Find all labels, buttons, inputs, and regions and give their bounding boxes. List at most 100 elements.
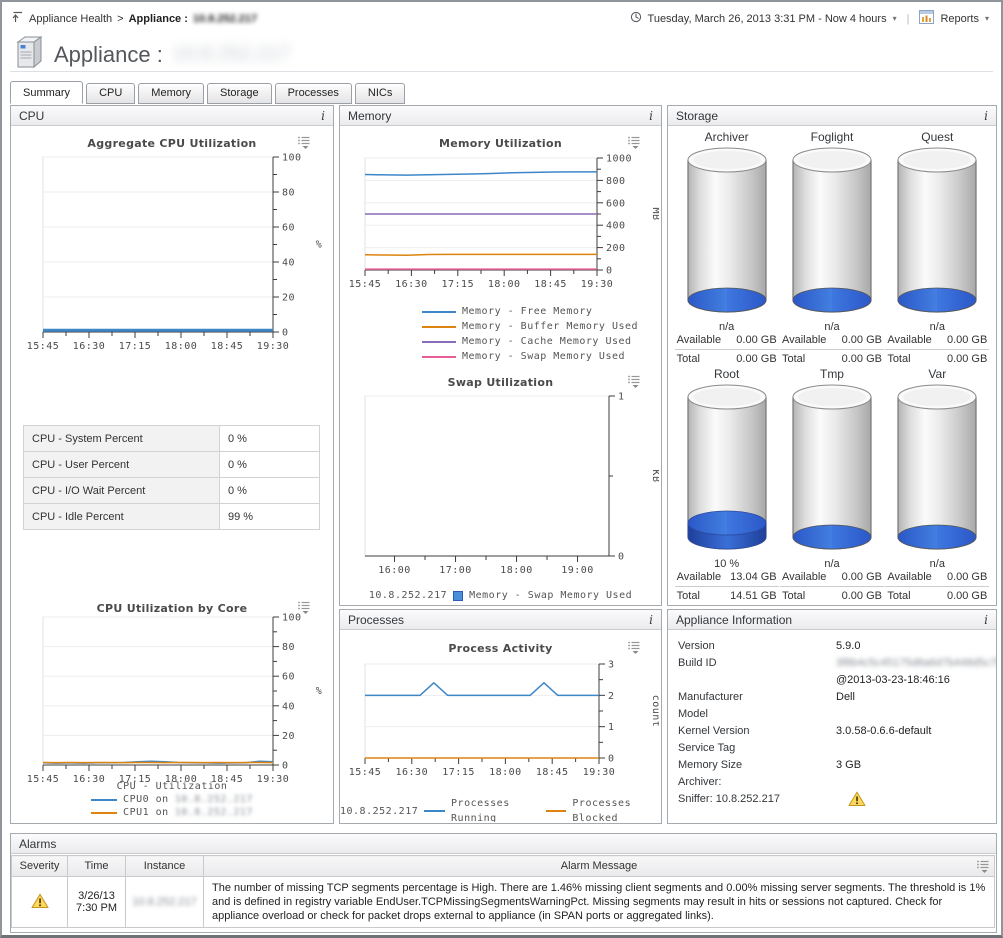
- metric-label: CPU - Idle Percent: [23, 503, 220, 530]
- col-instance[interactable]: Instance: [125, 855, 204, 877]
- svg-text:1000: 1000: [606, 154, 632, 165]
- svg-text:17:15: 17:15: [119, 341, 152, 352]
- available-label: Available: [781, 571, 827, 583]
- svg-text:17:15: 17:15: [441, 279, 474, 290]
- chart-menu-icon[interactable]: [976, 859, 990, 874]
- chart-menu-icon[interactable]: [627, 374, 641, 389]
- svg-text:%: %: [316, 240, 323, 251]
- svg-text:40: 40: [282, 258, 295, 269]
- breadcrumb-separator: >: [117, 12, 124, 25]
- memory-utilization-chart-title: Memory Utilization: [439, 137, 562, 150]
- appliance-info-icon[interactable]: i: [984, 612, 988, 627]
- reports-caret-icon[interactable]: ▾: [984, 14, 989, 23]
- svg-text:100: 100: [282, 153, 302, 164]
- svg-text:600: 600: [606, 198, 626, 209]
- memory-info-icon[interactable]: i: [649, 108, 653, 123]
- appliance-info-list: Version 5.9.0 Build ID 3f8b4c5c45175d8a6d…: [668, 630, 996, 821]
- col-time[interactable]: Time: [67, 855, 126, 877]
- swap-legend: 10.8.252.217 Memory - Swap Memory Used: [340, 588, 661, 603]
- col-alarm-message[interactable]: Alarm Message: [203, 855, 995, 877]
- disk-status: n/a: [824, 558, 840, 570]
- svg-text:17:15: 17:15: [442, 767, 475, 778]
- cylinder-gauge: [780, 146, 884, 320]
- svg-text:80: 80: [282, 188, 295, 199]
- header-divider-line: [10, 71, 993, 72]
- svg-text:0: 0: [282, 761, 289, 772]
- disk-name: Var: [928, 367, 947, 381]
- svg-text:19:30: 19:30: [581, 279, 614, 290]
- legend-item: Memory - Swap Memory Used: [422, 349, 638, 364]
- appliance-info-title: Appliance Information: [676, 612, 793, 627]
- cpu-info-icon[interactable]: i: [321, 108, 325, 123]
- svg-text:16:30: 16:30: [395, 279, 428, 290]
- total-value: 0.00 GB: [946, 353, 988, 365]
- breadcrumb-current-host-redacted: 10.8.252.217: [192, 12, 258, 25]
- metric-label: CPU - User Percent: [23, 451, 220, 478]
- svg-text:19:30: 19:30: [583, 767, 616, 778]
- processes-panel: Processes i Process Activity 0 1 2 3 15:45 16…: [339, 609, 662, 824]
- instance-redacted: 10.8.252.217: [132, 896, 197, 908]
- total-value: 0.00 GB: [946, 590, 988, 602]
- total-label: Total: [676, 353, 700, 365]
- svg-text:count: count: [650, 695, 659, 728]
- chart-menu-icon[interactable]: [627, 640, 641, 655]
- free-memory-swatch: [422, 310, 456, 313]
- alarms-panel-header: Alarms: [11, 834, 996, 854]
- cpu0-line-swatch: [91, 798, 118, 801]
- cylinder-gauge: [885, 146, 989, 320]
- alarm-row[interactable]: 3/26/13 7:30 PM 10.8.252.217 The number o…: [11, 876, 995, 928]
- alarm-severity-cell: [11, 876, 68, 928]
- info-label: Kernel Version: [678, 725, 750, 737]
- disk-name: Foglight: [810, 130, 854, 144]
- chart-menu-icon[interactable]: [297, 135, 311, 150]
- reports-button[interactable]: Reports: [940, 12, 979, 25]
- svg-text:100: 100: [282, 613, 302, 624]
- buffer-memory-swatch: [422, 325, 456, 328]
- processes-info-icon[interactable]: i: [649, 612, 653, 627]
- tab-summary[interactable]: Summary: [10, 81, 84, 104]
- svg-text:18:00: 18:00: [165, 774, 198, 785]
- aggregate-cpu-chart: 0 20 40 60 80 100 15:45 16:30 17:15 18:00 18:45 19:…: [13, 153, 331, 367]
- breadcrumb-appliance-health[interactable]: Appliance Health: [29, 12, 113, 25]
- legend-label: Memory - Swap Memory Used: [469, 590, 633, 601]
- svg-text:0: 0: [282, 328, 289, 339]
- tab-memory[interactable]: Memory: [138, 83, 205, 104]
- tab-storage[interactable]: Storage: [207, 83, 272, 104]
- tab-cpu[interactable]: CPU: [86, 83, 136, 104]
- tab-nics[interactable]: NICs: [354, 83, 406, 104]
- total-value: 14.51 GB: [730, 590, 777, 602]
- alarm-instance-cell: 10.8.252.217: [125, 876, 204, 928]
- svg-text:20: 20: [282, 293, 295, 304]
- legend-label: Processes Blocked: [572, 798, 632, 822]
- time-range-selector[interactable]: Tuesday, March 26, 2013 3:31 PM - Now 4 …: [647, 12, 887, 25]
- tab-processes[interactable]: Processes: [274, 83, 352, 104]
- cylinder-gauge: [780, 383, 884, 557]
- disk-status: 10 %: [714, 558, 740, 570]
- memory-panel-header: Memory i: [340, 106, 661, 126]
- svg-text:1: 1: [608, 722, 615, 733]
- svg-text:40: 40: [282, 701, 295, 712]
- warning-icon: [31, 893, 49, 912]
- memory-panel-title: Memory: [348, 108, 392, 123]
- build-id-redacted: 3f8b4c5c45175d8a6d7b448d5c7f: [836, 657, 996, 669]
- svg-text:17:15: 17:15: [119, 774, 152, 785]
- storage-info-icon[interactable]: i: [984, 108, 988, 123]
- chart-menu-icon[interactable]: [297, 600, 311, 615]
- svg-text:2: 2: [608, 691, 615, 702]
- svg-text:3: 3: [608, 660, 615, 671]
- svg-text:18:00: 18:00: [488, 279, 521, 290]
- page-title-row: Appliance : 10.8.252.217: [14, 35, 290, 74]
- col-severity[interactable]: Severity: [11, 855, 68, 877]
- disk-foglight: Foglight n/a Available 0.00 GB Total 0.00 …: [779, 130, 884, 366]
- running-line-swatch: [424, 810, 446, 812]
- cylinder-gauge: [675, 383, 779, 557]
- up-level-icon[interactable]: [12, 11, 24, 26]
- time-range-caret-icon[interactable]: ▾: [892, 14, 897, 23]
- chart-menu-icon[interactable]: [627, 135, 641, 150]
- legend-host-redacted: 10.8.252.217: [174, 794, 253, 805]
- storage-panel: Storage i Archiver n/a Available 0.00 GB …: [667, 105, 997, 606]
- cpu-panel-header: CPU i: [11, 106, 333, 126]
- processes-panel-title: Processes: [348, 612, 405, 627]
- memory-utilization-chart: 0 200 400 600 800 1000 15:45 16:30 17:15 18:00 18:…: [343, 152, 661, 307]
- swap-utilization-chart-title: Swap Utilization: [447, 376, 554, 389]
